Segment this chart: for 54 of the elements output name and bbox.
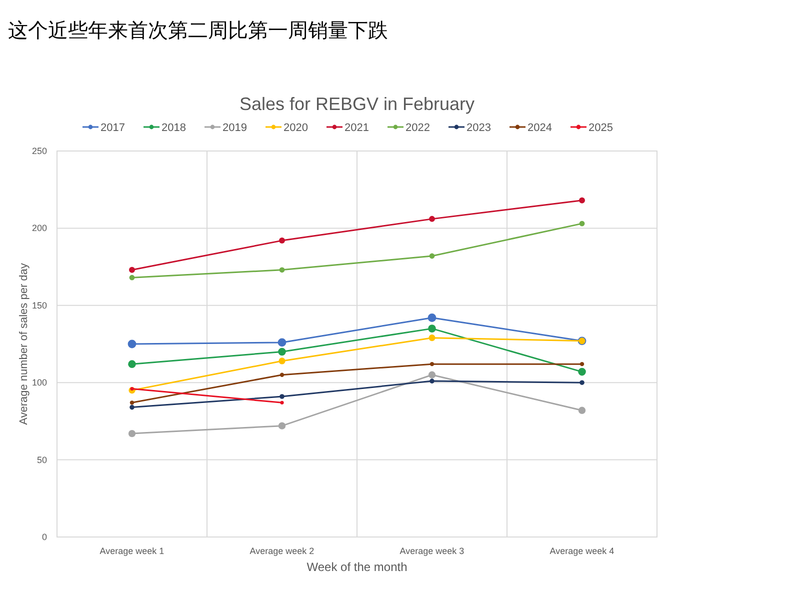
point bbox=[130, 386, 134, 391]
x-axis-title: Week of the month bbox=[306, 560, 408, 574]
point bbox=[129, 266, 135, 273]
point bbox=[278, 348, 286, 356]
y-tick-label: 150 bbox=[32, 300, 47, 310]
point bbox=[279, 267, 285, 273]
point bbox=[579, 197, 585, 204]
y-axis-title: Average number of sales per day bbox=[18, 262, 30, 425]
point bbox=[130, 404, 134, 410]
legend-label: 2022 bbox=[406, 122, 430, 134]
y-tick-label: 50 bbox=[36, 454, 47, 465]
point bbox=[280, 400, 284, 404]
point bbox=[580, 380, 584, 385]
chart-title: Sales for REBGV in February bbox=[239, 94, 475, 114]
legend-label: 2020 bbox=[284, 122, 308, 134]
point bbox=[428, 334, 436, 342]
legend-label: 2017 bbox=[100, 122, 125, 134]
y-tick-label: 0 bbox=[42, 532, 47, 542]
point bbox=[278, 422, 286, 430]
x-tick-label: Average week 3 bbox=[400, 546, 464, 556]
y-tick-label: 100 bbox=[32, 378, 47, 388]
legend-label: 2018 bbox=[162, 122, 186, 134]
point bbox=[428, 371, 436, 378]
point bbox=[280, 394, 284, 399]
point bbox=[128, 340, 136, 348]
point bbox=[430, 378, 434, 384]
point bbox=[279, 238, 285, 244]
legend-label: 2021 bbox=[344, 122, 369, 134]
point bbox=[429, 253, 435, 259]
point bbox=[578, 368, 586, 376]
point bbox=[430, 362, 434, 366]
legend-label: 2023 bbox=[466, 122, 491, 134]
point bbox=[130, 400, 134, 405]
legend-label: 2019 bbox=[222, 122, 247, 134]
legend-label: 2025 bbox=[588, 122, 613, 134]
point bbox=[278, 358, 286, 364]
point bbox=[129, 274, 135, 280]
x-tick-label: Average week 4 bbox=[550, 546, 614, 556]
point bbox=[429, 216, 435, 222]
text: 这个近些年来首次第二周比第一周销量下跌 bbox=[8, 18, 388, 42]
y-tick-label: 200 bbox=[32, 223, 47, 234]
point bbox=[579, 220, 585, 226]
legend-label: 2024 bbox=[528, 122, 552, 134]
point bbox=[580, 362, 584, 366]
point bbox=[128, 360, 136, 368]
point bbox=[578, 406, 586, 414]
x-tick-label: Average week 1 bbox=[100, 546, 164, 556]
x-tick-label: Average week 2 bbox=[250, 546, 314, 556]
point bbox=[428, 314, 436, 322]
point bbox=[128, 430, 136, 438]
point bbox=[278, 338, 286, 347]
point bbox=[280, 372, 284, 377]
point bbox=[428, 324, 436, 332]
y-tick-label: 250 bbox=[32, 146, 47, 156]
